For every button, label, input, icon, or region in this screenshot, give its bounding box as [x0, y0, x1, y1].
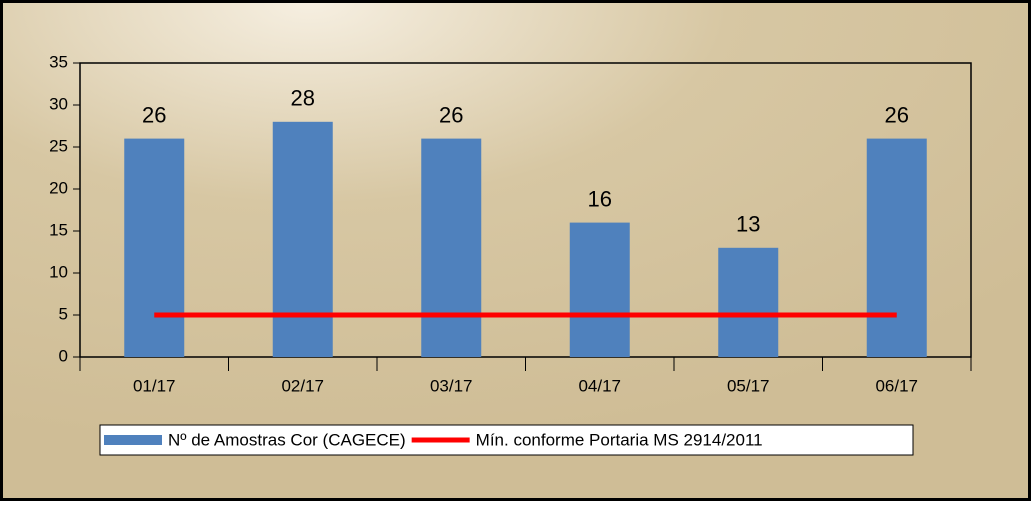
data-label: 28: [291, 86, 315, 111]
x-tick-label: 03/17: [430, 376, 473, 395]
y-tick-label: 0: [59, 346, 68, 365]
bar: [421, 138, 482, 357]
legend-label: Mín. conforme Portaria MS 2914/2011: [476, 430, 763, 449]
data-label: 26: [885, 102, 909, 127]
y-tick-label: 25: [49, 136, 68, 155]
bar: [569, 222, 630, 357]
bar: [718, 247, 779, 357]
bar: [866, 138, 927, 357]
x-tick-label: 02/17: [281, 376, 324, 395]
legend-box: [99, 424, 914, 456]
data-label: 16: [588, 186, 612, 211]
y-tick-label: 30: [49, 94, 68, 113]
x-tick-label: 01/17: [133, 376, 176, 395]
data-label: 26: [142, 102, 166, 127]
legend-label: Nº de Amostras Cor (CAGECE): [168, 430, 406, 449]
data-label: 13: [736, 212, 760, 237]
y-tick-label: 20: [49, 178, 68, 197]
x-tick-label: 04/17: [578, 376, 621, 395]
bar: [272, 121, 333, 357]
y-tick-label: 15: [49, 220, 68, 239]
bar: [124, 138, 185, 357]
y-tick-label: 5: [59, 304, 68, 323]
data-label: 26: [439, 102, 463, 127]
y-tick-label: 35: [49, 52, 68, 71]
x-tick-label: 05/17: [727, 376, 770, 395]
x-tick-label: 06/17: [875, 376, 918, 395]
y-tick-label: 10: [49, 262, 68, 281]
legend-swatch: [104, 435, 162, 445]
